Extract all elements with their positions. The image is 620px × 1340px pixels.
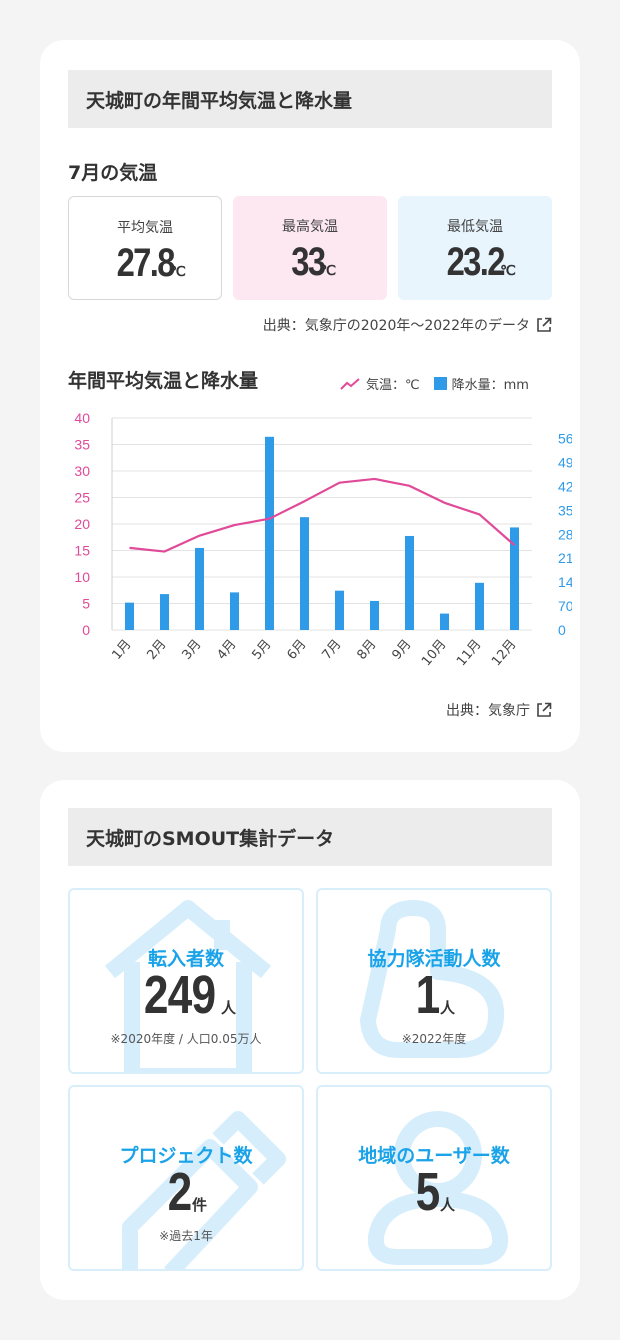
stat-cooperators-note: ※2022年度 [401,1032,467,1046]
y-right-tick-label: 140 [558,574,572,590]
house-icon [104,900,272,1072]
y-right-tick-label: 350 [558,502,572,518]
stat-local-users-value: 5 [415,1162,441,1222]
temperature-source-text: 出典：気象庁の2020年〜2022年のデータ [262,318,530,334]
y-left-tick-label: 35 [74,437,90,453]
avg-temp-label: 平均気温 [117,220,173,236]
x-tick-label: 4月 [214,637,239,663]
stat-projects-note: ※過去1年 [159,1229,213,1243]
y-left-tick-label: 5 [82,596,90,612]
pencil-icon [122,1111,286,1269]
legend-temp-swatch [340,377,360,390]
max-temp-value: 33 [291,240,326,284]
y-right-tick-label: 280 [558,526,572,542]
legend-rain-label: 降水量：mm [451,378,529,393]
stat-cooperators-value: 1 [415,965,441,1025]
avg-temp-value: 27.8 [116,241,176,285]
stat-local-users-label: 地域のユーザー数 [358,1145,510,1167]
avg-temp-box: 平均気温 27.8℃ [68,196,222,300]
temperature-line [129,477,516,553]
x-tick-label: 6月 [284,637,309,663]
y-right-tick-label: 490 [558,454,572,470]
x-tick-label: 5月 [249,637,274,663]
stat-move-in-unit: 人 [221,1000,237,1017]
x-tick-label: 3月 [179,637,204,663]
x-tick-label: 1月 [109,637,134,663]
rain-bar [335,590,344,630]
x-tick-label: 10月 [419,637,449,669]
y-right-tick-label: 0 [558,622,566,638]
y-left-tick-label: 0 [82,622,90,638]
chart-title: 年間平均気温と降水量 [68,370,259,392]
chart-legend: 気温：℃ 降水量：mm [340,374,529,393]
rain-bar [125,602,134,630]
stat-projects-unit: 件 [192,1197,208,1214]
max-temp-unit: ℃ [320,262,337,278]
x-tick-label: 12月 [489,637,519,669]
y-right-tick-label: 420 [558,478,572,494]
x-tick-label: 7月 [319,637,344,663]
min-temp-box: 最低気温 23.2℃ [398,196,552,300]
stat-cooperators: 協力隊活動人数 1人 ※2022年度 [316,888,552,1074]
y-left-tick-label: 15 [74,543,90,559]
external-link-icon [537,317,552,332]
stat-move-in-value: 249 [143,965,216,1025]
climate-section-heading: 天城町の年間平均気温と降水量 [68,70,552,128]
x-tick-label: 2月 [144,637,169,663]
rain-bar [230,592,239,630]
smout-card: 天城町のSMOUT集計データ 転入者数 249 人 ※2020年度 / 人口0.0… [40,780,580,1300]
stat-local-users: 地域のユーザー数 5人 [316,1085,552,1271]
y-right-tick-label: 70 [558,598,572,614]
rain-bar [160,594,169,630]
thumbs-up-icon [360,900,505,1058]
rain-bar [510,527,519,630]
chart-source-text: 出典：気象庁 [446,703,530,719]
max-temp-box: 最高気温 33℃ [233,196,387,300]
stat-move-in-label: 転入者数 [147,948,224,970]
rain-bar [370,600,379,630]
y-left-tick-label: 10 [74,569,90,585]
stat-projects-label: プロジェクト数 [119,1145,253,1167]
stat-cooperators-label: 協力隊活動人数 [367,948,501,970]
rain-bar [300,517,309,630]
x-tick-label: 11月 [454,637,484,669]
smout-section-heading: 天城町のSMOUT集計データ [68,808,552,866]
y-right-tick-label: 560 [558,431,572,447]
stat-cooperators-unit: 人 [440,1000,456,1017]
person-icon [367,1111,509,1265]
july-temperature-title: 7月の気温 [68,162,158,184]
climate-chart: 0 5 10 15 20 25 30 35 40 0 70 140 210 280 350 420 490 560… [74,410,572,669]
min-temp-value: 23.2 [446,240,506,284]
stat-local-users-unit: 人 [440,1197,456,1214]
legend-rain-swatch [433,377,447,390]
y-left-tick-label: 25 [74,490,90,506]
temperature-source-link[interactable]: 出典：気象庁の2020年〜2022年のデータ [263,315,552,335]
min-temp-unit: ℃ [500,262,516,278]
rain-bar [440,613,449,630]
y-right-tick-label: 210 [558,550,572,566]
avg-temp-unit: ℃ [170,263,186,279]
rain-bar [195,547,204,630]
chart-source-link[interactable]: 出典：気象庁 [446,700,552,720]
rain-bar [405,535,414,630]
max-temp-label: 最高気温 [282,219,338,235]
y-left-tick-label: 40 [74,410,90,426]
x-tick-label: 9月 [389,637,414,663]
min-temp-label: 最低気温 [447,219,503,235]
stat-move-in: 転入者数 249 人 ※2020年度 / 人口0.05万人 [68,888,304,1074]
rain-bar [265,436,274,630]
y-left-tick-label: 30 [74,463,90,479]
x-tick-label: 8月 [354,637,379,663]
stat-move-in-note: ※2020年度 / 人口0.05万人 [110,1032,262,1046]
external-link-icon [537,702,552,717]
stat-projects: プロジェクト数 2件 ※過去1年 [68,1085,304,1271]
stat-projects-value: 2 [167,1162,193,1222]
climate-card: 天城町の年間平均気温と降水量 7月の気温 平均気温 27.8℃ 最高気温 33℃… [40,40,580,752]
rain-bar [475,582,484,630]
legend-temp-label: 気温：℃ [366,378,420,393]
y-left-tick-label: 20 [74,516,90,532]
